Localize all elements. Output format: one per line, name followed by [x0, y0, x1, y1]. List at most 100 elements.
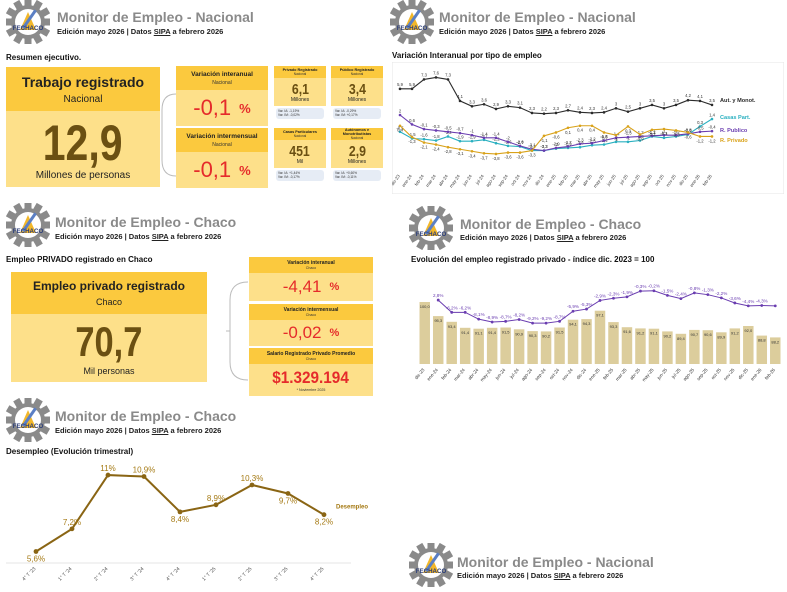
series-point [459, 140, 462, 143]
interanual-header: Variación interanual Chaco [249, 257, 373, 273]
data-label: -2,8 [444, 149, 452, 154]
line-point [70, 526, 75, 531]
series-point [507, 151, 510, 154]
bar-value-label: 90,2 [542, 333, 551, 338]
series-point [591, 124, 594, 127]
series-point [459, 132, 462, 135]
data-label: 1,4 [709, 113, 715, 118]
data-label: -3,8 [492, 156, 500, 161]
edition-subtitle: Edición mayo 2026 | Datos SIPA a febrero… [57, 27, 223, 36]
line-point [706, 293, 709, 296]
bar-value-label: 94,3 [583, 321, 592, 326]
line-label: -6,2% [446, 305, 458, 310]
mini-card-variations: Var. IA: +1,44% Var. IM: -0,17% [276, 170, 324, 181]
x-tick-label: 3° T '24 [129, 566, 145, 582]
x-tick-label: jul-24 [508, 367, 520, 380]
x-tick-label: 4° T '23 [21, 566, 37, 582]
gear-tooth [428, 543, 435, 549]
fechaco-logo: FECHACO [6, 0, 50, 44]
mini-card-scope: Nacional [351, 72, 363, 76]
line-label: -0,8% [688, 286, 700, 291]
data-label: 3,5 [709, 98, 715, 103]
line-label: -2,9% [594, 293, 606, 298]
salario-scope: Chaco [306, 357, 316, 361]
series-point [531, 149, 534, 152]
series-point [711, 118, 714, 121]
series-point [471, 140, 474, 143]
series-point [471, 105, 474, 108]
series-point [603, 139, 606, 142]
line-point [250, 483, 255, 488]
series-point [639, 133, 642, 136]
line-label: -1,5% [661, 288, 673, 293]
line-point [437, 299, 440, 302]
main-card-unit: Millones de personas [36, 170, 131, 181]
intermensual-body: -0,02 % [249, 320, 373, 346]
data-label: 4,1 [457, 94, 463, 99]
data-label: -1 [470, 129, 474, 134]
panel-title: Monitor de Empleo - Nacional [57, 9, 254, 25]
line-point [531, 322, 534, 325]
line-label: -9,2% [540, 316, 552, 321]
line-point [178, 509, 183, 514]
data-label: 0,1 [565, 130, 571, 135]
intermensual-label: Variación intermensual [186, 133, 257, 140]
line-point [774, 304, 777, 307]
line-point [572, 310, 575, 313]
line-point [504, 320, 507, 323]
gear-tooth [25, 0, 32, 6]
data-label: 3,3 [505, 99, 511, 104]
bar-value-label: 90,6 [704, 332, 713, 337]
line-point [693, 291, 696, 294]
series-point [555, 131, 558, 134]
data-label: -0,7 [456, 127, 464, 132]
data-label: -0,4 [708, 125, 716, 130]
series-point [459, 100, 462, 103]
interanual-label: Variación interanual [191, 71, 253, 78]
data-label: 3,5 [649, 98, 655, 103]
data-label: -3,3 [528, 153, 536, 158]
bar-value-label: 92,0 [744, 328, 753, 333]
gear-logo-icon: FECHACO [6, 0, 50, 44]
line-label: -0,2% [648, 284, 660, 289]
data-label: 5,9 [397, 82, 403, 87]
mini-card-scope: Nacional [294, 72, 306, 76]
series-point [411, 136, 414, 139]
data-label: -0,9 [636, 136, 644, 141]
series-point [675, 104, 678, 107]
data-label: 0,4 [589, 128, 595, 133]
data-label: 0,4 [577, 128, 583, 133]
intermensual-scope: Chaco [306, 313, 316, 317]
data-label: -0,1 [660, 131, 668, 136]
data-label: -0,6 [684, 134, 692, 139]
data-label: -1,4 [492, 131, 500, 136]
data-label: 7,6 [433, 70, 439, 75]
x-tick-label: may-25 [641, 367, 655, 382]
bar [595, 311, 605, 364]
data-label: 2,3 [553, 106, 559, 111]
line-point [518, 318, 521, 321]
x-tick-label: abr-25 [629, 367, 642, 381]
bar-value-label: 90,7 [690, 332, 699, 337]
data-label: -2,6 [516, 139, 524, 144]
x-tick-label: ene-24 [426, 367, 439, 382]
section-title: Desempleo (Evolución trimestral) [6, 447, 133, 456]
mini-card-body: 6,1 Millones [274, 78, 326, 106]
x-tick-label: dic-24 [575, 367, 587, 380]
series-point [639, 107, 642, 110]
series-point [711, 130, 714, 133]
data-label: -1,3 [408, 139, 416, 144]
series-point [519, 151, 522, 154]
section-title: Resumen ejecutivo. [6, 53, 81, 62]
line-label: -2,2% [715, 291, 727, 296]
data-label: 7,3 [445, 72, 451, 77]
pct-sign: % [329, 327, 339, 339]
data-label: -1,9 [456, 135, 464, 140]
series-point [531, 112, 534, 115]
gear-logo-icon: FECHACO [6, 398, 50, 442]
legend-label: Casas Part. [720, 115, 751, 121]
bar-value-label: 90,3 [529, 333, 538, 338]
series-point [519, 145, 522, 148]
series-point [579, 146, 582, 149]
bar-value-label: 88,8 [758, 338, 767, 343]
